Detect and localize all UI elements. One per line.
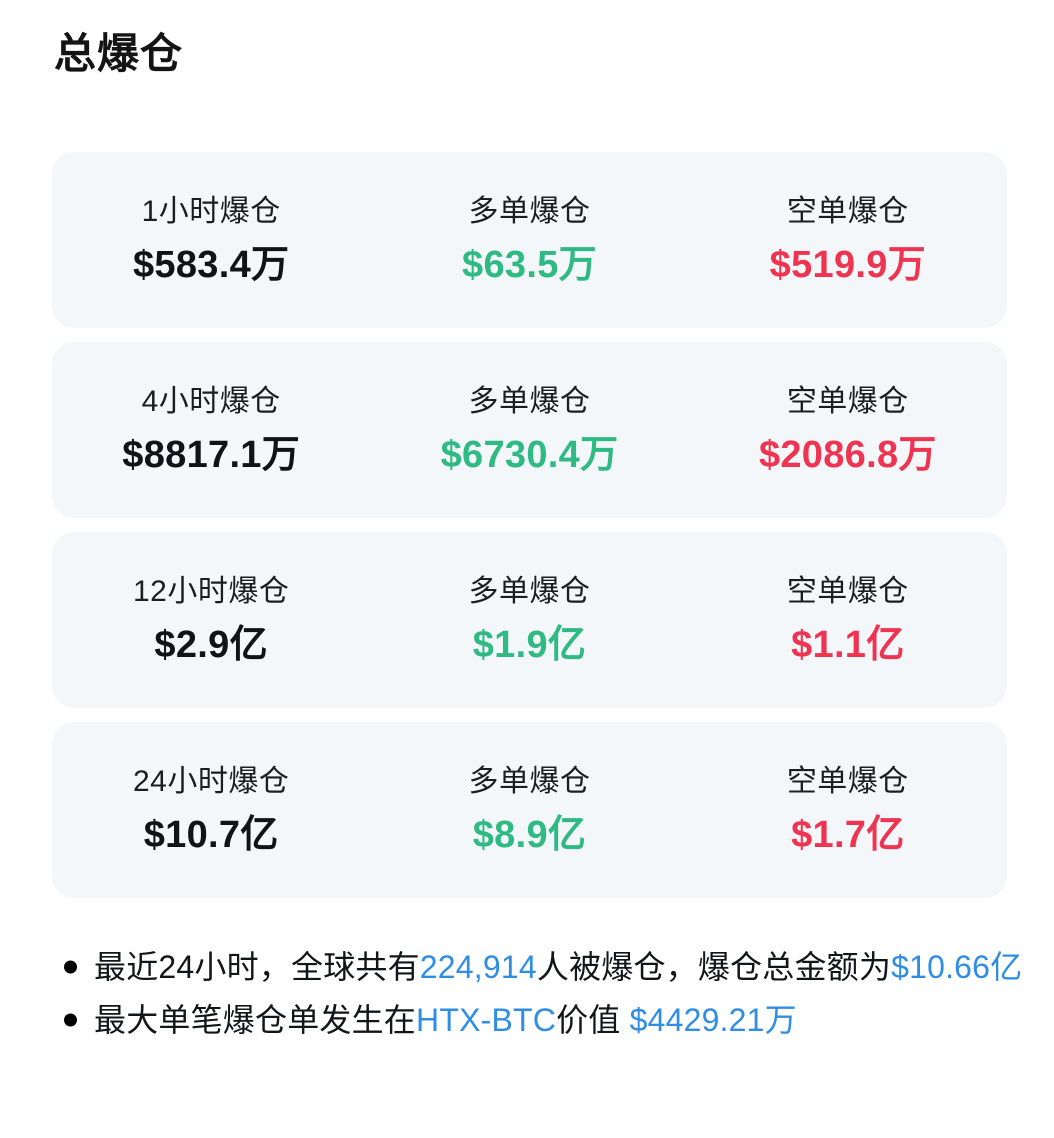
short-liquidation-value: $1.7亿	[791, 813, 905, 856]
note-highlight-count: 224,914	[419, 949, 537, 985]
summary-note-list: 最近24小时，全球共有224,914人被爆仓，爆仓总金额为$10.66亿 最大单…	[58, 946, 1028, 1051]
card-column-short: 空单爆仓 $1.1亿	[689, 572, 1007, 669]
page-title: 总爆仓	[54, 30, 184, 77]
note-highlight-symbol: HTX-BTC	[416, 1001, 557, 1038]
short-liquidation-value: $519.9万	[769, 243, 926, 286]
bullet-icon	[64, 1013, 77, 1027]
short-label: 空单爆仓	[786, 764, 909, 798]
note-text-part: 人被爆仓，爆仓总金额为	[536, 949, 892, 985]
liquidation-card: 24小时爆仓 $10.7亿 多单爆仓 $8.9亿 空单爆仓 $1.7亿	[52, 722, 1007, 898]
liquidation-card: 4小时爆仓 $8817.1万 多单爆仓 $6730.4万 空单爆仓 $2086.…	[52, 342, 1007, 518]
short-liquidation-value: $1.1亿	[791, 623, 905, 666]
card-column-long: 多单爆仓 $63.5万	[370, 192, 688, 289]
card-column-total: 1小时爆仓 $583.4万	[52, 192, 370, 289]
list-item: 最近24小时，全球共有224,914人被爆仓，爆仓总金额为$10.66亿	[58, 946, 1028, 989]
total-liquidation-value: $583.4万	[133, 243, 290, 286]
card-column-total: 24小时爆仓 $10.7亿	[52, 762, 370, 859]
card-column-short: 空单爆仓 $2086.8万	[689, 382, 1007, 479]
card-column-short: 空单爆仓 $1.7亿	[689, 762, 1007, 859]
liquidation-card: 1小时爆仓 $583.4万 多单爆仓 $63.5万 空单爆仓 $519.9万	[52, 152, 1007, 328]
list-item: 最大单笔爆仓单发生在HTX-BTC价值 $4429.21万	[58, 999, 1028, 1042]
card-column-long: 多单爆仓 $8.9亿	[370, 762, 688, 859]
long-liquidation-value: $63.5万	[462, 243, 597, 286]
long-liquidation-value: $1.9亿	[472, 623, 587, 666]
total-liquidation-value: $2.9亿	[154, 623, 268, 666]
short-label: 空单爆仓	[786, 194, 909, 228]
short-label: 空单爆仓	[786, 384, 909, 418]
note-highlight-amount: $10.66亿	[891, 949, 1023, 985]
card-column-total: 12小时爆仓 $2.9亿	[52, 572, 370, 669]
short-label: 空单爆仓	[786, 574, 909, 608]
period-label: 4小时爆仓	[141, 384, 281, 418]
note-highlight-amount: $4429.21万	[629, 1001, 797, 1038]
note-text-part: 最大单笔爆仓单发生在	[94, 1001, 417, 1038]
bullet-icon	[64, 960, 77, 974]
period-label: 24小时爆仓	[132, 764, 290, 798]
short-liquidation-value: $2086.8万	[758, 433, 937, 476]
long-label: 多单爆仓	[468, 574, 591, 608]
card-column-short: 空单爆仓 $519.9万	[689, 192, 1007, 289]
card-column-long: 多单爆仓 $6730.4万	[370, 382, 688, 479]
long-label: 多单爆仓	[468, 764, 591, 798]
long-liquidation-value: $8.9亿	[472, 813, 587, 856]
card-column-long: 多单爆仓 $1.9亿	[370, 572, 688, 669]
long-label: 多单爆仓	[468, 194, 591, 228]
liquidation-card-list: 1小时爆仓 $583.4万 多单爆仓 $63.5万 空单爆仓 $519.9万 4…	[52, 152, 1007, 912]
note-text-part: 价值	[556, 1001, 630, 1038]
note-text-part: 最近24小时，全球共有	[94, 949, 420, 985]
long-liquidation-value: $6730.4万	[440, 433, 619, 476]
card-column-total: 4小时爆仓 $8817.1万	[52, 382, 370, 479]
total-liquidation-value: $8817.1万	[122, 433, 301, 476]
total-liquidation-value: $10.7亿	[143, 813, 279, 856]
long-label: 多单爆仓	[468, 384, 591, 418]
liquidation-card: 12小时爆仓 $2.9亿 多单爆仓 $1.9亿 空单爆仓 $1.1亿	[52, 532, 1007, 708]
period-label: 1小时爆仓	[141, 194, 281, 228]
period-label: 12小时爆仓	[132, 574, 290, 608]
